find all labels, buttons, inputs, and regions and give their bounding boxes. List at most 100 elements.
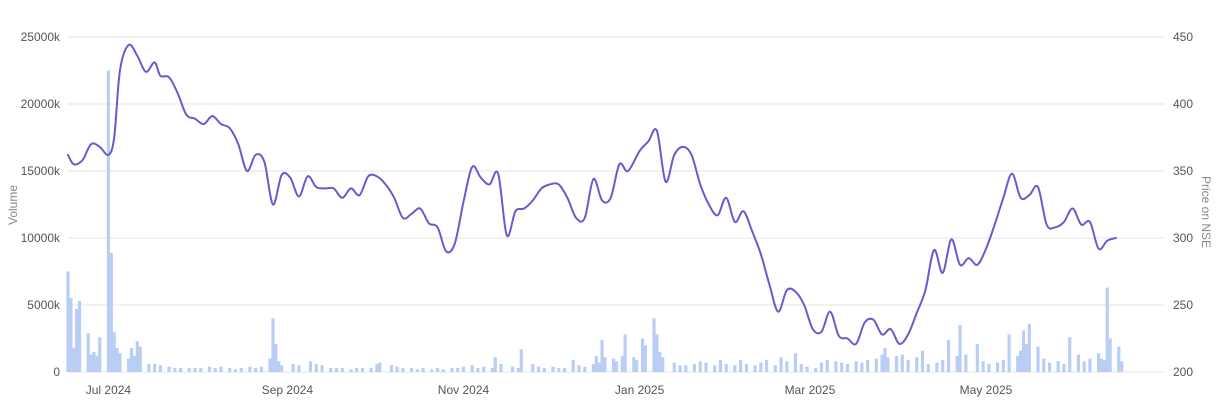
volume-bar <box>814 367 818 372</box>
volume-bar <box>193 367 197 372</box>
volume-bar <box>1076 354 1080 372</box>
volume-bar <box>562 367 567 372</box>
volume-bar <box>369 367 373 372</box>
volume-bar <box>603 357 607 372</box>
volume-bar <box>441 369 445 372</box>
volume-bar <box>280 365 284 372</box>
volume-bar <box>233 369 238 372</box>
volume-bar <box>167 366 171 372</box>
volume-bar <box>713 365 717 372</box>
volume-bar <box>179 367 183 372</box>
volume-bar <box>672 362 676 372</box>
x-tick-label: Jul 2024 <box>86 383 132 397</box>
volume-bar <box>516 367 520 372</box>
volume-bar <box>1021 330 1026 372</box>
volume-bar <box>920 350 925 372</box>
volume-bar <box>661 357 665 372</box>
price-line-group <box>67 43 1117 346</box>
volume-bar <box>1088 358 1092 372</box>
price-line <box>67 43 1117 346</box>
volume-bar <box>115 347 119 372</box>
volume-bar <box>845 363 850 372</box>
y-left-tick-label: 5000k <box>27 298 61 312</box>
volume-bar <box>975 343 979 372</box>
volume-bar <box>698 361 702 372</box>
volume-bar <box>69 298 73 372</box>
volume-bar <box>733 365 737 372</box>
x-tick-label: Mar 2025 <box>785 383 836 397</box>
volume-bar <box>866 359 870 372</box>
volume-bar <box>658 351 662 372</box>
volume-bar <box>482 366 486 372</box>
volume-bar <box>456 367 460 372</box>
volume-bar <box>724 363 728 372</box>
volume-bar <box>254 367 258 372</box>
volume-bar <box>274 343 278 372</box>
volume-bar <box>401 367 405 372</box>
volume-bar <box>112 331 116 372</box>
volume-bar <box>297 365 301 372</box>
volume-bar <box>271 318 275 372</box>
volume-bar <box>409 367 414 372</box>
volume-bar <box>915 357 919 372</box>
volume-bar <box>127 358 131 372</box>
y-left-tick-label: 10000k <box>21 231 61 245</box>
y-right-tick-label: 350 <box>1173 164 1193 178</box>
volume-bar <box>199 367 203 372</box>
volume-bar <box>1027 323 1031 372</box>
volume-bar <box>1062 363 1066 372</box>
volume-bar <box>106 70 111 372</box>
volume-bar <box>1120 361 1124 372</box>
volume-bar <box>594 355 598 372</box>
y-axis-left-title: Volume <box>6 185 20 225</box>
volume-bar <box>805 366 809 372</box>
volume-bar <box>1099 358 1104 372</box>
volume-bar <box>819 362 824 372</box>
volume-bar <box>678 365 682 372</box>
volume-bar <box>941 359 945 372</box>
volume-bar <box>557 367 561 372</box>
volume-bar <box>773 365 777 372</box>
volume-bars <box>66 70 1124 372</box>
volume-bar <box>955 355 959 372</box>
volume-bar <box>389 365 393 372</box>
y-left-tick-label: 15000k <box>21 164 61 178</box>
y-left-tick-label: 0 <box>53 365 60 379</box>
volume-bar <box>92 351 96 372</box>
volume-bar <box>1108 338 1112 372</box>
volume-bar <box>147 363 151 372</box>
x-tick-label: Nov 2024 <box>438 383 490 397</box>
volume-bar <box>138 346 142 372</box>
volume-bar <box>187 367 191 372</box>
volume-bar <box>551 366 555 372</box>
volume-bar <box>77 300 82 372</box>
volume-bar <box>118 353 122 372</box>
volume-bar <box>995 362 1000 372</box>
y-left-tick-label: 20000k <box>21 97 61 111</box>
volume-bar <box>1105 287 1109 372</box>
volume-bar <box>692 363 697 372</box>
volume-bar <box>519 349 523 372</box>
volume-bar <box>793 353 798 372</box>
volume-bar <box>248 366 252 372</box>
volume-bar <box>132 355 136 372</box>
y-right-tick-label: 400 <box>1173 97 1193 111</box>
y-right-tick-label: 300 <box>1173 231 1193 245</box>
volume-bar <box>623 334 627 372</box>
y-right-tick-label: 200 <box>1173 365 1193 379</box>
volume-bar <box>207 366 212 372</box>
right-axis-ticks: 200 250 300 350 400 450 <box>1173 30 1193 379</box>
volume-bar <box>854 361 858 372</box>
volume-bar <box>340 367 344 372</box>
volume-bar <box>906 359 910 372</box>
volume-bar <box>531 363 535 372</box>
volume-bar <box>213 367 217 372</box>
y-left-tick-label: 25000k <box>21 30 61 44</box>
volume-bar <box>499 363 503 372</box>
volume-bar <box>577 365 581 372</box>
volume-bar <box>597 362 601 372</box>
volume-bar <box>1019 350 1023 372</box>
volume-bar <box>1024 343 1029 372</box>
volume-bar <box>1047 362 1052 372</box>
